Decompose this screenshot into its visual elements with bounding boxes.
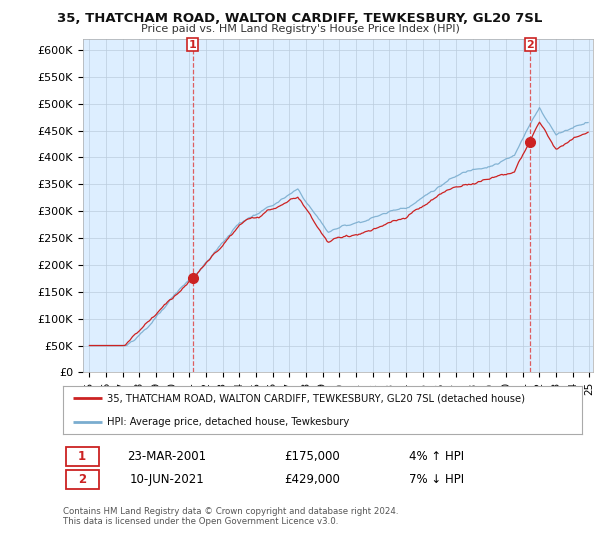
FancyBboxPatch shape: [65, 470, 100, 489]
Text: 1: 1: [189, 40, 197, 50]
Text: 35, THATCHAM ROAD, WALTON CARDIFF, TEWKESBURY, GL20 7SL: 35, THATCHAM ROAD, WALTON CARDIFF, TEWKE…: [58, 12, 542, 25]
Text: 4% ↑ HPI: 4% ↑ HPI: [409, 450, 464, 463]
Text: 23-MAR-2001: 23-MAR-2001: [127, 450, 206, 463]
Text: 2: 2: [526, 40, 534, 50]
Text: 10-JUN-2021: 10-JUN-2021: [130, 473, 204, 487]
FancyBboxPatch shape: [65, 447, 100, 466]
Text: Price paid vs. HM Land Registry's House Price Index (HPI): Price paid vs. HM Land Registry's House …: [140, 24, 460, 34]
Text: £429,000: £429,000: [284, 473, 340, 487]
Text: HPI: Average price, detached house, Tewkesbury: HPI: Average price, detached house, Tewk…: [107, 417, 349, 427]
Text: Contains HM Land Registry data © Crown copyright and database right 2024.
This d: Contains HM Land Registry data © Crown c…: [63, 507, 398, 526]
Text: £175,000: £175,000: [284, 450, 340, 463]
Text: 2: 2: [78, 473, 86, 487]
Text: 1: 1: [78, 450, 86, 463]
Text: 7% ↓ HPI: 7% ↓ HPI: [409, 473, 464, 487]
Text: 35, THATCHAM ROAD, WALTON CARDIFF, TEWKESBURY, GL20 7SL (detached house): 35, THATCHAM ROAD, WALTON CARDIFF, TEWKE…: [107, 393, 525, 403]
